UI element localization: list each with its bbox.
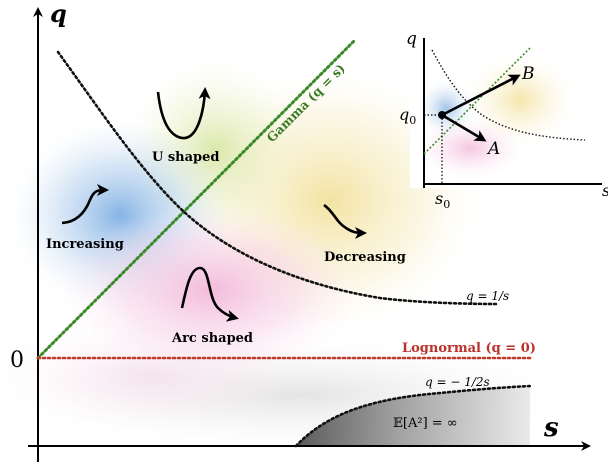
inset-x-label: s — [602, 181, 608, 200]
shape-glyphs — [61, 87, 367, 322]
inset-q0-main: q — [399, 105, 409, 124]
x-axis-label: s — [543, 413, 559, 443]
inset-vector-a — [441, 113, 487, 142]
axes — [28, 7, 591, 462]
y-axis-label: q — [50, 0, 67, 28]
origin-label: 0 — [10, 348, 24, 373]
label-infinite-moment: 𝔼[A²] = ∞ — [393, 416, 458, 431]
infinite-moment-region — [296, 386, 530, 446]
inset-s0-label: s0 — [435, 189, 450, 211]
label-u-shaped: U shaped — [152, 150, 220, 165]
inset-y-label: q — [406, 29, 417, 49]
label-increasing: Increasing — [46, 237, 124, 252]
inset-point — [438, 111, 446, 119]
label-neg-half: q = − 1/2s — [425, 375, 490, 389]
label-decreasing: Decreasing — [324, 250, 406, 265]
inset-s0-sub: 0 — [443, 198, 450, 211]
u-shape-glyph — [156, 87, 211, 140]
inset-vector-b-label: B — [521, 64, 535, 84]
inset-diagram: q s q0 s0 B A — [399, 28, 608, 211]
label-one-over-s: q = 1/s — [466, 289, 509, 303]
increasing-glyph — [61, 184, 109, 225]
arc-shape-glyph — [180, 266, 239, 322]
neg-half-curve — [294, 384, 532, 448]
decreasing-glyph — [323, 203, 367, 239]
gamma-line — [36, 38, 357, 360]
inset-s0-main: s — [435, 189, 443, 208]
inset-q0-label: q0 — [399, 105, 416, 127]
one-over-s-curve — [56, 50, 500, 306]
inset-vector-a-label: A — [486, 139, 500, 159]
label-arc-shaped: Arc shaped — [171, 331, 253, 346]
inset-q0-sub: 0 — [409, 114, 416, 127]
label-lognormal: Lognormal (q = 0) — [402, 341, 536, 356]
inset-vector-b — [441, 74, 521, 117]
